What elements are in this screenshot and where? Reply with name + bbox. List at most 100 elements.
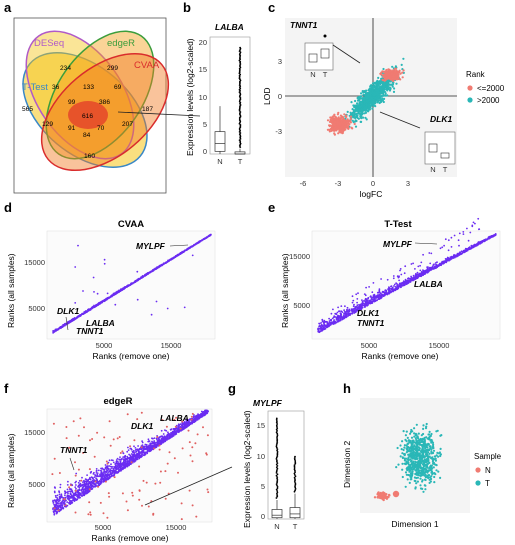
data-point — [107, 469, 110, 471]
data-point — [153, 268, 156, 270]
data-point — [86, 474, 88, 476]
venn-label-cvaa: CVAA — [134, 60, 160, 71]
data-point — [338, 319, 341, 321]
x-axis-label-c: logFC — [360, 189, 383, 199]
data-point — [59, 483, 62, 486]
data-point — [124, 286, 127, 288]
data-point — [70, 488, 73, 491]
data-point — [378, 101, 381, 105]
venn-label-edger: edgeR — [107, 38, 135, 49]
data-point — [100, 470, 103, 472]
data-point — [172, 257, 175, 260]
data-point — [141, 453, 144, 456]
data-point — [169, 429, 172, 431]
data-point — [442, 262, 444, 264]
data-point — [460, 250, 463, 253]
data-point — [389, 87, 392, 90]
data-point — [320, 330, 323, 332]
data-point — [417, 273, 420, 276]
data-point — [349, 120, 352, 123]
data-point — [64, 494, 66, 497]
data-point — [346, 308, 348, 311]
data-point — [373, 92, 376, 95]
data-point — [452, 256, 454, 259]
data-point — [346, 110, 349, 113]
tick-label: 15000 — [24, 258, 45, 267]
data-point — [434, 262, 437, 264]
data-point — [320, 323, 323, 326]
data-point — [361, 304, 364, 306]
data-point — [111, 295, 113, 297]
legend-title: Rank — [466, 70, 486, 79]
data-point — [363, 102, 366, 105]
data-point — [395, 82, 398, 85]
data-point — [370, 92, 373, 95]
data-point — [341, 317, 344, 320]
data-point — [134, 280, 136, 283]
data-point — [339, 114, 342, 117]
data-point — [338, 315, 340, 317]
data-point — [431, 266, 434, 269]
data-point — [435, 266, 438, 269]
data-point — [447, 239, 450, 242]
data-point — [344, 305, 346, 308]
data-point — [86, 310, 88, 313]
data-point — [136, 270, 139, 273]
data-point — [56, 494, 59, 497]
data-point — [346, 306, 349, 309]
data-point — [370, 297, 373, 299]
data-point — [366, 298, 368, 301]
data-point — [351, 301, 354, 304]
data-point — [335, 313, 338, 315]
data-point — [333, 113, 336, 116]
data-point — [170, 258, 173, 261]
data-point — [72, 319, 75, 321]
data-point — [57, 503, 60, 505]
data-point — [430, 252, 433, 255]
data-point — [376, 296, 379, 299]
inset-label: T — [323, 70, 328, 79]
data-point — [346, 126, 349, 130]
tick-label: 5000 — [96, 341, 113, 350]
data-point — [377, 76, 380, 79]
tick-label: 3 — [406, 179, 410, 188]
data-point — [357, 292, 359, 295]
data-point — [369, 295, 372, 297]
data-point — [116, 457, 119, 460]
venn-diagram: DESeq edgeR CVAA T-Test 234 299 565 187 … — [13, 17, 201, 194]
data-point — [397, 276, 400, 279]
data-point — [458, 232, 461, 235]
data-point — [480, 241, 483, 244]
data-point — [469, 248, 472, 250]
data-point — [476, 242, 479, 245]
data-point — [379, 292, 382, 295]
data-point — [127, 449, 130, 451]
data-point — [382, 294, 385, 297]
data-point — [343, 315, 345, 317]
data-point — [66, 504, 69, 507]
data-point — [335, 319, 338, 321]
data-point — [362, 302, 365, 305]
data-point — [345, 115, 348, 118]
data-point — [350, 126, 353, 129]
data-point — [349, 312, 352, 315]
data-point — [444, 238, 447, 241]
data-point — [366, 94, 369, 97]
data-point — [328, 317, 330, 320]
category-label: T — [238, 157, 243, 166]
data-point — [351, 309, 354, 312]
data-point — [386, 82, 389, 85]
data-point — [147, 272, 150, 274]
data-point — [89, 309, 92, 311]
data-point — [348, 308, 351, 311]
gene-label: MYLPF — [136, 241, 166, 251]
data-point — [336, 123, 339, 126]
data-point — [356, 99, 360, 102]
box — [214, 131, 226, 152]
data-point — [92, 276, 95, 279]
data-point — [323, 319, 326, 322]
data-point — [353, 310, 356, 312]
data-point — [356, 298, 359, 300]
data-point — [363, 299, 365, 302]
data-point — [455, 255, 458, 258]
